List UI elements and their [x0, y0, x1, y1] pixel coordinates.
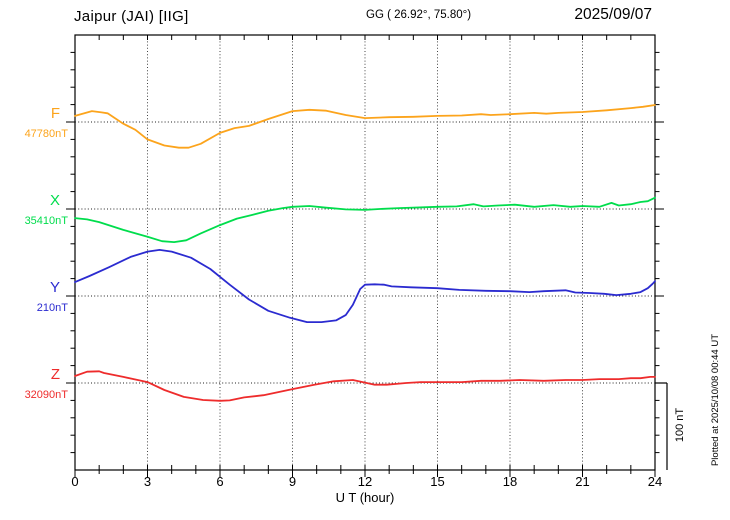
trace-Y: [74, 248, 656, 324]
trace-label-F: F: [50, 105, 60, 122]
trace-label-X: X: [49, 192, 60, 209]
station-title: Jaipur (JAI) [IIG]: [74, 8, 189, 25]
x-tick-label-18: 18: [502, 474, 518, 489]
trace-Z: [74, 370, 656, 402]
trace-baseline-value-Z: 32090nT: [24, 389, 68, 401]
trace-label-Z: Z: [50, 366, 60, 383]
x-tick-label-9: 9: [288, 474, 297, 489]
scale-bar-label: 100 nT: [674, 407, 686, 443]
trace-label-Y: Y: [49, 279, 60, 296]
trace-baseline-value-X: 35410nT: [24, 215, 68, 227]
x-tick-label-21: 21: [575, 474, 590, 489]
x-tick-label-12: 12: [357, 474, 373, 489]
trace-X: [74, 196, 656, 244]
trace-F: [74, 104, 656, 149]
x-tick-label-15: 15: [430, 474, 445, 489]
plot-border: [74, 34, 656, 471]
plot-date: 2025/09/07: [574, 6, 652, 23]
trace-baseline-value-F: 47780nT: [24, 128, 68, 140]
trace-baseline-value-Y: 210nT: [36, 302, 68, 314]
x-tick-label-3: 3: [143, 474, 152, 489]
x-tick-label-24: 24: [647, 474, 663, 489]
x-axis-label: U T (hour): [335, 490, 395, 505]
plotted-at-note: Plotted at 2025/10/08 00:44 UT: [710, 333, 721, 467]
x-tick-label-6: 6: [216, 474, 224, 489]
x-tick-label-0: 0: [71, 474, 79, 489]
geo-coordinates: GG ( 26.92°, 75.80°): [366, 9, 472, 21]
